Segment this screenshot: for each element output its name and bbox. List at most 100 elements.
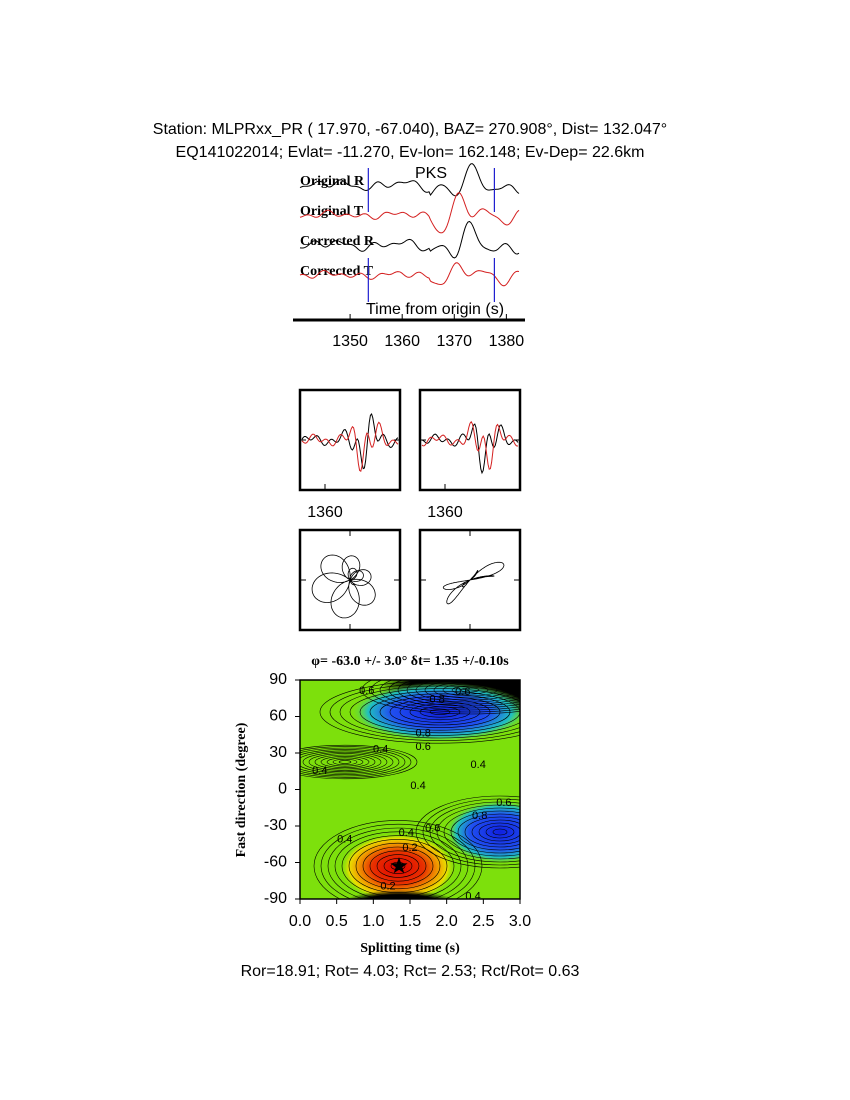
contour-line [320, 756, 370, 768]
contour-line [361, 680, 520, 715]
event-info: EQ141022014; Evlat= -11.270, Ev-lon= 162… [176, 144, 645, 161]
contour-line [370, 680, 520, 713]
contour-line [457, 813, 520, 851]
contour-label: 0.4 [465, 890, 480, 902]
contour-label: 0.8 [472, 810, 487, 822]
contour-label: 0.6 [425, 822, 440, 834]
y-tick-label: 30 [269, 744, 287, 761]
contour-line [302, 751, 388, 773]
contour-line [485, 825, 515, 839]
contour-line [397, 680, 520, 707]
contour-label: 0.6 [455, 686, 470, 698]
trace-label: Corrected T [300, 264, 374, 279]
station-info: Station: MLPRxx_PR ( 17.970, -67.040), B… [153, 121, 667, 138]
x-tick-label: 1360 [384, 333, 420, 350]
contour-line [379, 696, 501, 728]
contour-label: 0.6 [359, 685, 374, 697]
particle-motion [311, 554, 376, 619]
x-tick-label: 1360 [307, 504, 343, 521]
phase-label: PKS [415, 165, 447, 182]
contour-line [334, 831, 462, 899]
contour-line [348, 839, 448, 893]
trace [299, 163, 520, 197]
contour-line [308, 753, 382, 771]
contour-line [327, 827, 469, 899]
contour-line [422, 798, 520, 866]
contour-line [326, 757, 364, 767]
contour-line [313, 820, 483, 899]
x-tick-label: 3.0 [509, 913, 531, 930]
contour-line [429, 709, 451, 715]
x-tick-label: 1.5 [399, 913, 421, 930]
y-tick-label: -60 [264, 854, 287, 871]
x-tick-label: 1.0 [362, 913, 384, 930]
contour-label: 0.2 [402, 842, 417, 854]
contour-label: 0.8 [429, 693, 444, 705]
contour-line [383, 858, 413, 874]
trace [299, 220, 520, 259]
x-axis-label: Splitting time (s) [360, 941, 460, 956]
x-tick-label: 0.5 [326, 913, 348, 930]
contour-label: 0.4 [373, 743, 388, 755]
window-trace [421, 420, 518, 470]
y-axis-label: Fast direction (degree) [234, 722, 249, 857]
particle-motion [442, 561, 505, 605]
contour-line [355, 842, 441, 890]
contour-line [332, 758, 358, 766]
contour-line [433, 681, 507, 699]
contour-title: φ= -63.0 +/- 3.0° δt= 1.35 +/-0.10s [311, 654, 509, 669]
x-tick-label: 1350 [332, 333, 368, 350]
contour-line [436, 804, 520, 860]
y-tick-label: -30 [264, 817, 287, 834]
contour-label: 0.4 [337, 833, 352, 845]
contour-lines [300, 680, 520, 899]
contour-line [362, 846, 434, 886]
trace-label: Corrected R [300, 234, 375, 249]
contour-line [341, 835, 455, 897]
contour-line [450, 810, 520, 854]
contour-label: 0.4 [312, 765, 327, 777]
x-tick-label: 1360 [427, 504, 463, 521]
contour-line [349, 688, 520, 736]
contour-line [478, 822, 520, 842]
x-tick-label: 2.5 [472, 913, 494, 930]
footer: Ror=18.91; Rot= 4.03; Rct= 2.53; Rct/Rot… [241, 963, 580, 980]
contour-label: 0.2 [380, 881, 395, 893]
contour-label: 0.8 [416, 727, 431, 739]
contour-line [388, 680, 520, 709]
contour-line [300, 747, 406, 777]
trace [299, 262, 520, 287]
contour-line [464, 816, 520, 848]
contour-line [424, 680, 516, 701]
contour-line [300, 746, 412, 778]
contour-line [376, 854, 420, 878]
contour-line [300, 744, 418, 780]
contour-line [442, 683, 498, 697]
contour-line [415, 795, 520, 869]
contour-label: 0.4 [399, 827, 414, 839]
contour-line [471, 819, 520, 845]
contour-line [492, 828, 508, 836]
x-axis-label: Time from origin (s) [366, 301, 504, 318]
x-tick-label: 1380 [489, 333, 525, 350]
window-trace [301, 412, 399, 470]
trace-label: Original R [300, 174, 365, 189]
best-fit-star [390, 857, 408, 874]
contour-line [379, 680, 520, 711]
x-tick-label: 0.0 [289, 913, 311, 930]
contour-line [451, 685, 489, 695]
y-tick-label: 90 [269, 671, 287, 688]
contour-line [443, 807, 520, 857]
x-tick-label: 2.0 [436, 913, 458, 930]
y-tick-label: -90 [264, 890, 287, 907]
window-trace [301, 421, 399, 473]
contour-line [369, 693, 511, 731]
contour-line [339, 685, 520, 739]
contour-line [300, 750, 394, 774]
panels [298, 388, 522, 632]
y-tick-label: 60 [269, 708, 287, 725]
contour-line [300, 749, 400, 775]
trace [299, 192, 520, 234]
contour-line [320, 823, 476, 899]
